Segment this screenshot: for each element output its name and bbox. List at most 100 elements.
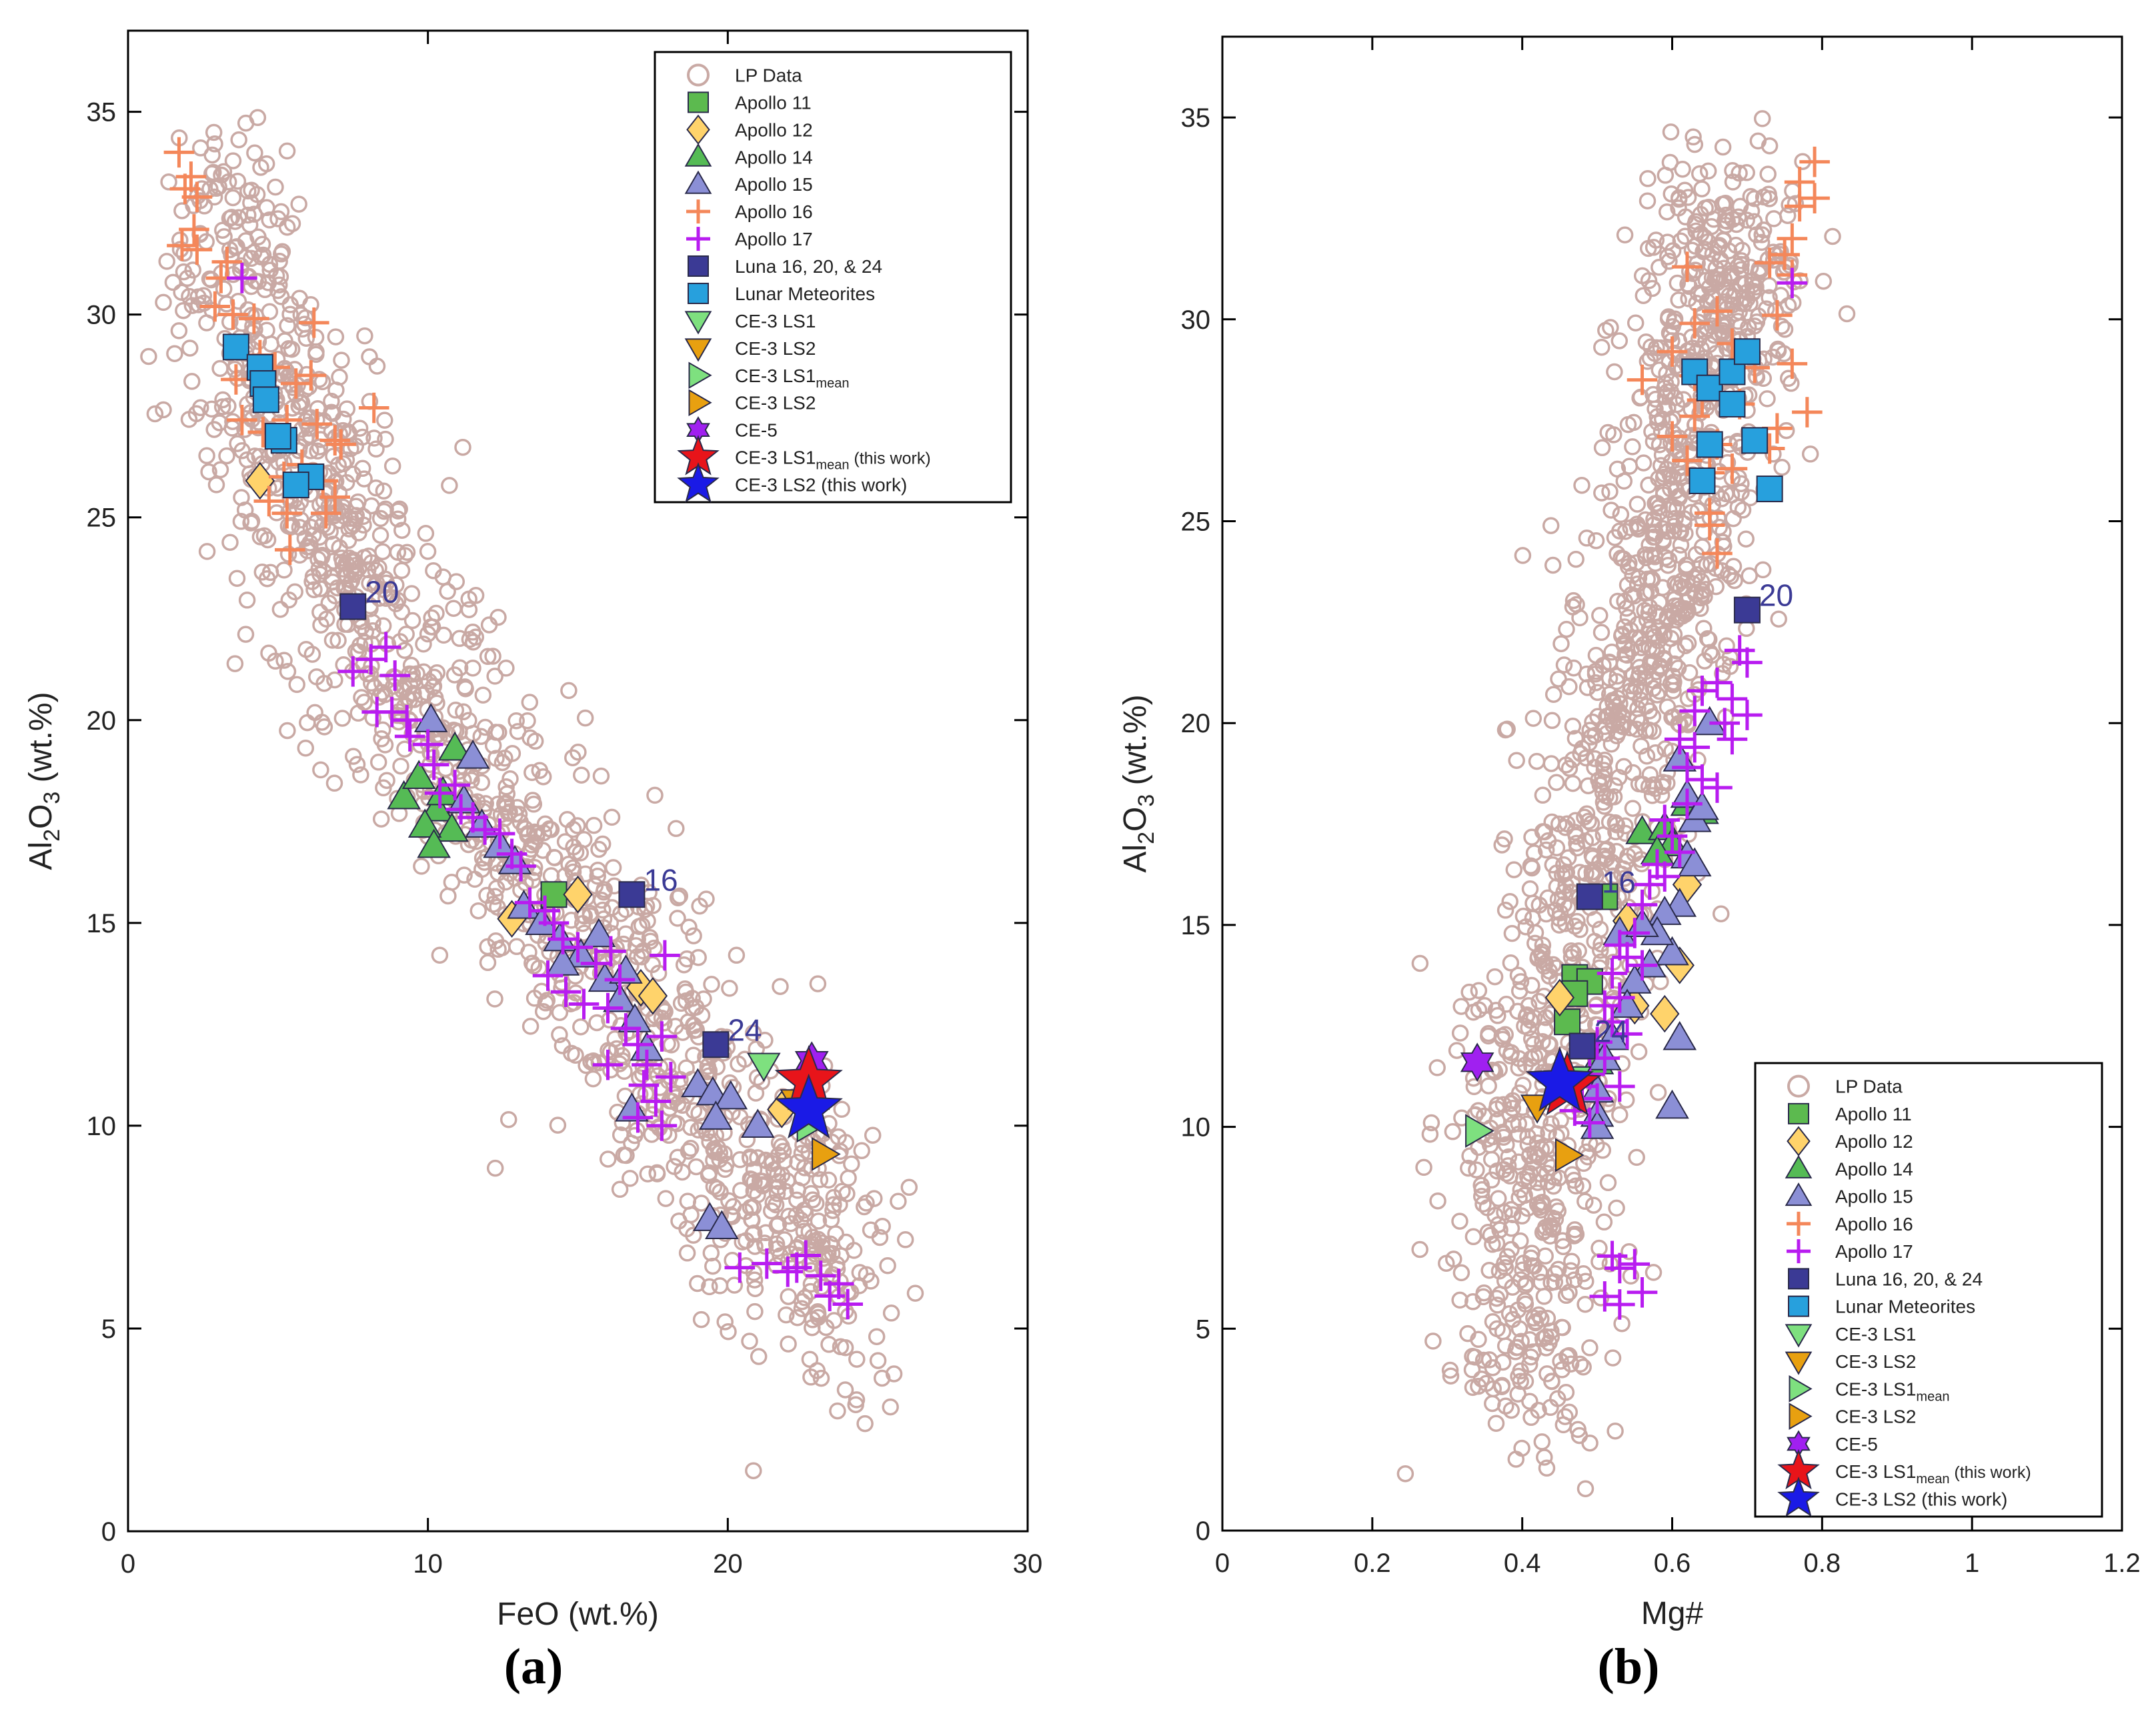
lp-data-point xyxy=(1464,1379,1482,1397)
lp-data-point xyxy=(1685,575,1702,592)
lp-data-point xyxy=(731,1108,749,1126)
lp-data-point xyxy=(1598,698,1616,715)
data-point xyxy=(199,291,231,322)
lp-data-point xyxy=(1502,1240,1520,1258)
legend-label-4: Apollo 15 xyxy=(735,174,813,195)
lp-data-point xyxy=(326,671,343,689)
lp-data-point xyxy=(1544,856,1562,874)
lp-data-point xyxy=(297,430,315,448)
data-point xyxy=(484,818,515,849)
lp-data-point xyxy=(356,634,373,652)
data-point xyxy=(435,812,469,842)
data-point xyxy=(562,932,594,963)
lp-data-point xyxy=(1463,1361,1481,1379)
lp-data-point xyxy=(848,1391,866,1409)
lp-data-point xyxy=(1719,213,1736,230)
lp-data-point xyxy=(1579,777,1597,794)
lp-data-point xyxy=(1529,1146,1546,1164)
lp-data-point xyxy=(1448,1042,1466,1059)
lp-data-point xyxy=(1703,269,1721,287)
lp-data-point xyxy=(592,767,610,785)
y-tick-label: 35 xyxy=(87,98,117,127)
lp-data-point xyxy=(342,562,360,580)
y-tick-label: 15 xyxy=(87,909,117,938)
lp-data-point xyxy=(1650,470,1667,488)
lp-data-point xyxy=(275,652,293,669)
lp-data-point xyxy=(678,950,696,968)
lp-data-point xyxy=(1815,272,1833,290)
lp-data-point xyxy=(1703,288,1721,305)
lp-data-point xyxy=(685,927,702,944)
lp-data-point xyxy=(486,888,504,905)
lp-data-point xyxy=(549,1116,567,1134)
data-point xyxy=(167,230,197,261)
data-point xyxy=(1627,950,1658,981)
lp-data-point xyxy=(369,754,387,771)
lp-data-point xyxy=(575,831,593,848)
lp-data-point xyxy=(1638,747,1656,765)
series-ce-3-ls1 xyxy=(746,1052,781,1082)
lp-data-point xyxy=(396,642,413,659)
lp-data-point xyxy=(1525,1309,1542,1327)
lp-data-point xyxy=(1616,226,1634,243)
data-point xyxy=(1627,364,1658,395)
lp-data-point xyxy=(248,185,266,203)
x-tick-label: 0 xyxy=(1215,1549,1230,1578)
lp-data-point xyxy=(1624,800,1642,817)
lp-data-point xyxy=(1490,1262,1508,1280)
lp-data-point xyxy=(874,1217,891,1235)
lp-data-point xyxy=(1562,1262,1580,1279)
y-tick-label: 30 xyxy=(1181,305,1211,335)
lp-data-point xyxy=(1672,232,1690,249)
lp-data-point xyxy=(1589,708,1606,726)
lp-data-point xyxy=(1724,173,1742,191)
lp-data-point xyxy=(542,867,560,884)
data-point xyxy=(646,1021,678,1052)
lp-data-point xyxy=(824,1202,842,1219)
lp-data-point xyxy=(1500,1148,1518,1166)
lp-data-point xyxy=(1647,554,1665,572)
data-point xyxy=(580,948,612,979)
lp-data-point xyxy=(746,1280,764,1297)
data-point xyxy=(1672,445,1703,476)
lp-data-point xyxy=(1552,635,1570,652)
lp-data-point xyxy=(361,348,378,365)
lp-data-point xyxy=(205,421,223,438)
legend-label-3: Apollo 14 xyxy=(1835,1158,1913,1179)
lp-data-point xyxy=(472,728,489,746)
data-point xyxy=(319,482,351,513)
lp-data-point xyxy=(1599,708,1617,725)
lp-data-point xyxy=(1602,735,1621,753)
lp-data-point xyxy=(1514,1170,1532,1188)
data-point xyxy=(1596,1006,1628,1037)
legend-marker-8 xyxy=(1788,1295,1809,1317)
lp-data-point xyxy=(1499,1157,1517,1174)
lp-data-point xyxy=(829,1402,846,1420)
lp-data-point xyxy=(1669,274,1687,292)
data-point xyxy=(543,922,577,952)
legend-label-7: Luna 16, 20, & 24 xyxy=(735,256,882,277)
lp-data-point xyxy=(1711,518,1729,536)
lp-data-point xyxy=(692,1194,710,1212)
lp-data-point xyxy=(1713,562,1731,580)
lp-data-point xyxy=(556,833,574,850)
data-point xyxy=(1649,861,1681,892)
data-point xyxy=(1799,146,1830,177)
lp-data-point xyxy=(1484,1395,1501,1413)
lp-data-point xyxy=(365,430,383,447)
lp-data-point xyxy=(825,1188,843,1206)
lp-data-point xyxy=(569,817,586,834)
lp-data-point xyxy=(1466,1349,1484,1366)
lp-data-point xyxy=(375,482,393,500)
lp-data-point xyxy=(1493,1377,1511,1395)
data-point xyxy=(1663,1020,1697,1050)
lp-data-point xyxy=(1563,1252,1580,1270)
lp-data-point xyxy=(1557,1383,1575,1401)
lp-data-point xyxy=(1718,637,1735,655)
lp-data-point xyxy=(906,1284,924,1302)
lp-data-point xyxy=(376,736,394,754)
lp-data-point xyxy=(1562,1355,1580,1373)
legend-marker-15 xyxy=(677,462,720,503)
data-point xyxy=(298,307,329,338)
data-point xyxy=(1696,431,1723,458)
